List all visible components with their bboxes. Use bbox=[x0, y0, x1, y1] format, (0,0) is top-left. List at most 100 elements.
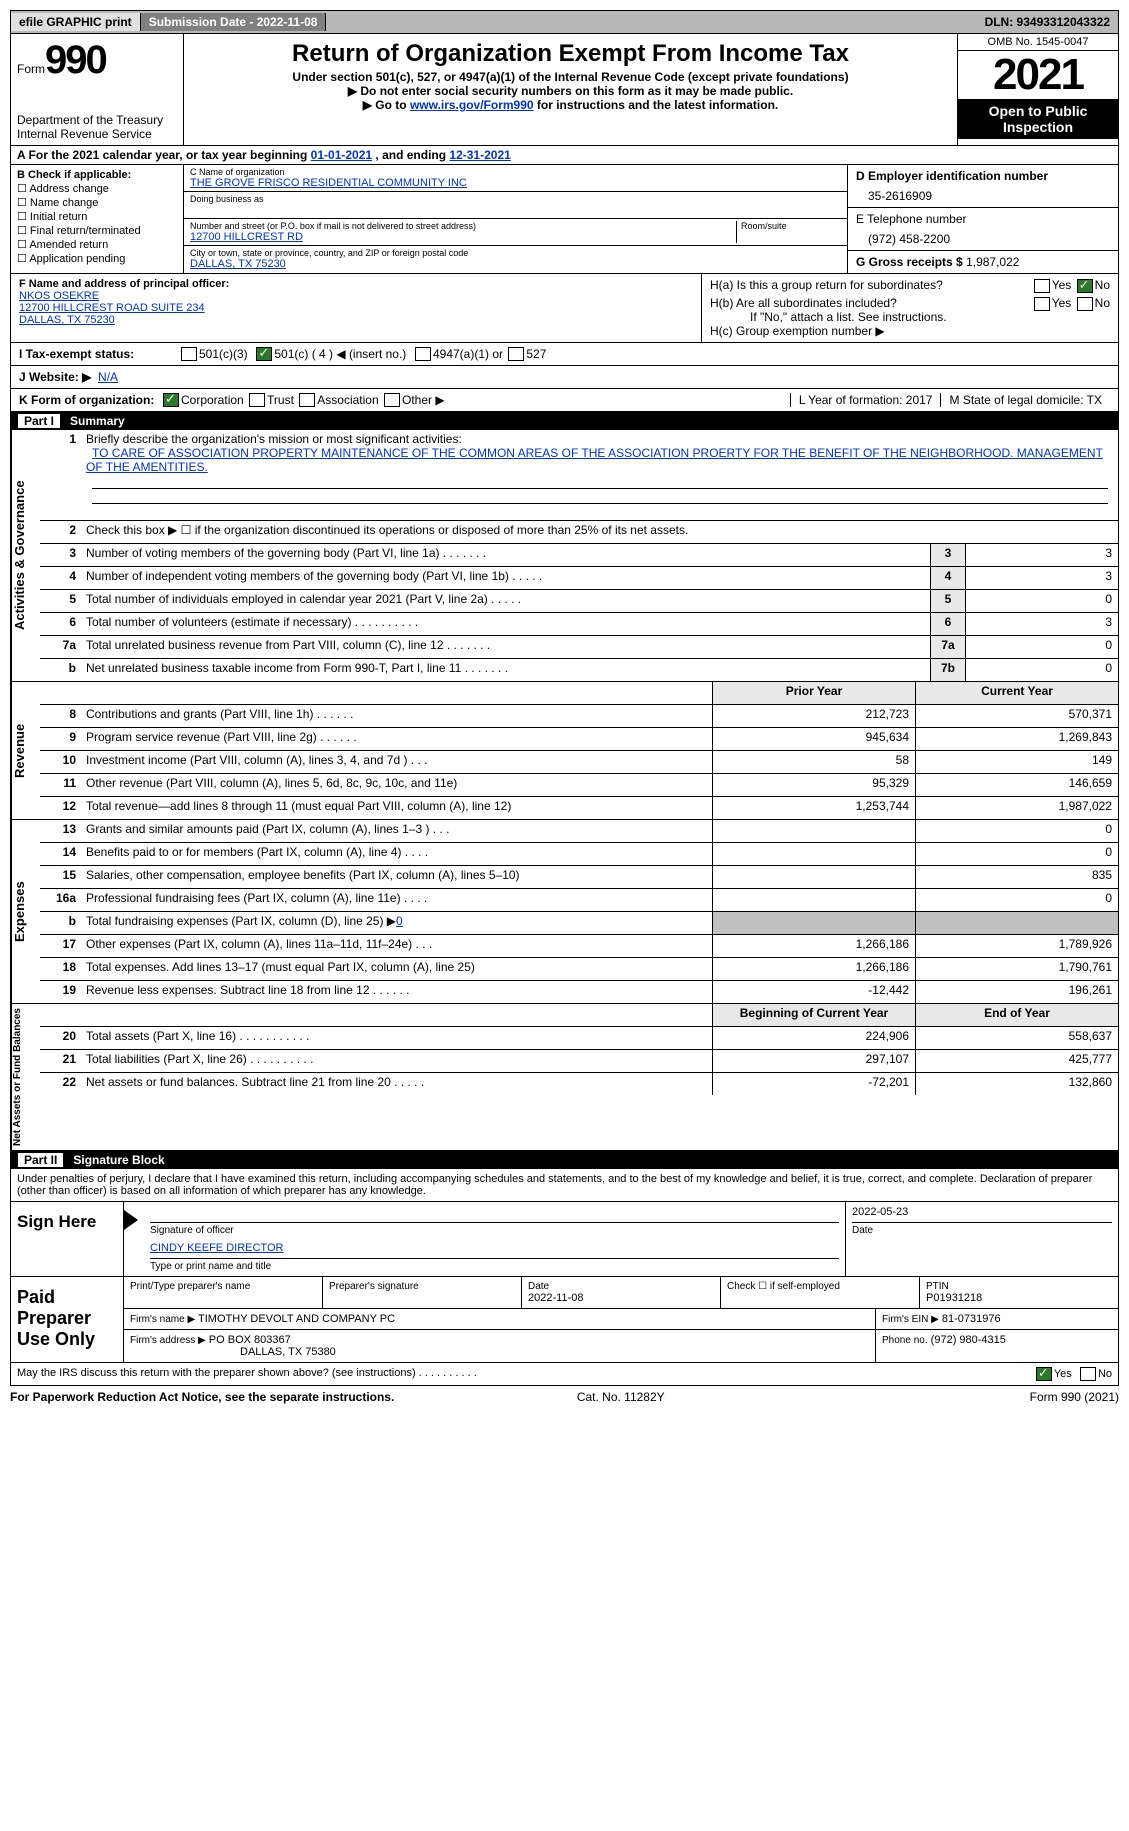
curr-hdr: Current Year bbox=[915, 682, 1118, 704]
c21: 425,777 bbox=[915, 1050, 1118, 1072]
c18: 1,790,761 bbox=[915, 958, 1118, 980]
line7a: Total unrelated business revenue from Pa… bbox=[82, 636, 930, 658]
p13 bbox=[712, 820, 915, 842]
p17: 1,266,186 bbox=[712, 935, 915, 957]
org-name: THE GROVE FRISCO RESIDENTIAL COMMUNITY I… bbox=[190, 177, 841, 189]
line10: Investment income (Part VIII, column (A)… bbox=[82, 751, 712, 773]
p19: -12,442 bbox=[712, 981, 915, 1003]
street-address: 12700 HILLCREST RD bbox=[190, 231, 736, 243]
c8: 570,371 bbox=[915, 705, 1118, 727]
cb-app-pending[interactable]: Application pending bbox=[17, 252, 177, 265]
dba-label: Doing business as bbox=[190, 194, 841, 204]
v16b: 0 bbox=[396, 914, 403, 928]
cb-trust[interactable] bbox=[249, 393, 265, 407]
opt-trust: Trust bbox=[267, 393, 294, 407]
activities-section: Activities & Governance 1 Briefly descri… bbox=[10, 430, 1119, 682]
v3: 3 bbox=[965, 544, 1118, 566]
gross-value: 1,987,022 bbox=[966, 255, 1019, 269]
room-label: Room/suite bbox=[741, 221, 841, 231]
cb-corp[interactable] bbox=[163, 393, 179, 407]
eoy-hdr: End of Year bbox=[915, 1004, 1118, 1026]
c9: 1,269,843 bbox=[915, 728, 1118, 750]
boy-hdr: Beginning of Current Year bbox=[712, 1004, 915, 1026]
paperwork-notice: For Paperwork Reduction Act Notice, see … bbox=[10, 1390, 394, 1404]
irs-link[interactable]: www.irs.gov/Form990 bbox=[410, 98, 534, 112]
form-title: Return of Organization Exempt From Incom… bbox=[192, 40, 949, 68]
opt-501c3: 501(c)(3) bbox=[199, 347, 248, 361]
no-text: No bbox=[1095, 278, 1110, 292]
cb-501c3[interactable] bbox=[181, 347, 197, 361]
pp-name-label: Print/Type preparer's name bbox=[130, 1281, 316, 1292]
netassets-section: Net Assets or Fund Balances Beginning of… bbox=[10, 1004, 1119, 1151]
part2-title: Signature Block bbox=[73, 1153, 164, 1167]
discuss-yes[interactable] bbox=[1036, 1367, 1052, 1381]
v5: 0 bbox=[965, 590, 1118, 612]
tax-year: 2021 bbox=[958, 51, 1118, 99]
firm-addr-label: Firm's address ▶ bbox=[130, 1335, 206, 1346]
p9: 945,634 bbox=[712, 728, 915, 750]
cb-assoc[interactable] bbox=[299, 393, 315, 407]
side-revenue: Revenue bbox=[11, 682, 40, 819]
cb-other[interactable] bbox=[384, 393, 400, 407]
cb-4947[interactable] bbox=[415, 347, 431, 361]
cb-initial-return[interactable]: Initial return bbox=[17, 210, 177, 223]
line7b: Net unrelated business taxable income fr… bbox=[82, 659, 930, 681]
row-k: K Form of organization: Corporation Trus… bbox=[10, 389, 1119, 412]
p16a bbox=[712, 889, 915, 911]
c22: 132,860 bbox=[915, 1073, 1118, 1095]
discuss-no[interactable] bbox=[1080, 1367, 1096, 1381]
cb-501c[interactable] bbox=[256, 347, 272, 361]
part1-header: Part I Summary bbox=[10, 412, 1119, 430]
c16b bbox=[915, 912, 1118, 934]
cb-address-change[interactable]: Address change bbox=[17, 182, 177, 195]
c11: 146,659 bbox=[915, 774, 1118, 796]
p11: 95,329 bbox=[712, 774, 915, 796]
yes-text-2: Yes bbox=[1052, 296, 1072, 310]
line13: Grants and similar amounts paid (Part IX… bbox=[82, 820, 712, 842]
line6: Total number of volunteers (estimate if … bbox=[82, 613, 930, 635]
row-a-text: A For the 2021 calendar year, or tax yea… bbox=[17, 148, 311, 162]
firm-name: TIMOTHY DEVOLT AND COMPANY PC bbox=[198, 1313, 395, 1325]
firm-addr1: PO BOX 803367 bbox=[209, 1334, 291, 1346]
p22: -72,201 bbox=[712, 1073, 915, 1095]
cb-amended[interactable]: Amended return bbox=[17, 238, 177, 251]
p8: 212,723 bbox=[712, 705, 915, 727]
b-header: B Check if applicable: bbox=[17, 169, 177, 181]
form-header: Form990 Department of the Treasury Inter… bbox=[10, 34, 1119, 146]
ha-no[interactable] bbox=[1077, 279, 1093, 293]
cb-final-return[interactable]: Final return/terminated bbox=[17, 224, 177, 237]
hb-no[interactable] bbox=[1077, 297, 1093, 311]
state-domicile: M State of legal domicile: TX bbox=[940, 393, 1110, 407]
cb-527[interactable] bbox=[508, 347, 524, 361]
line5: Total number of individuals employed in … bbox=[82, 590, 930, 612]
line3: Number of voting members of the governin… bbox=[82, 544, 930, 566]
part1-num: Part I bbox=[18, 414, 60, 428]
p18: 1,266,186 bbox=[712, 958, 915, 980]
p16b bbox=[712, 912, 915, 934]
page-footer: For Paperwork Reduction Act Notice, see … bbox=[10, 1386, 1119, 1408]
form-number: 990 bbox=[45, 38, 106, 82]
revenue-section: Revenue Prior YearCurrent Year 8Contribu… bbox=[10, 682, 1119, 820]
firm-ein: 81-0731976 bbox=[942, 1313, 1001, 1325]
c17: 1,789,926 bbox=[915, 935, 1118, 957]
opt-4947: 4947(a)(1) or bbox=[433, 347, 503, 361]
line11: Other revenue (Part VIII, column (A), li… bbox=[82, 774, 712, 796]
discuss-yes-text: Yes bbox=[1054, 1368, 1072, 1380]
ha-yes[interactable] bbox=[1034, 279, 1050, 293]
sig-officer-label: Signature of officer bbox=[150, 1225, 839, 1236]
org-name-label: C Name of organization bbox=[190, 167, 841, 177]
signature-block: Under penalties of perjury, I declare th… bbox=[10, 1169, 1119, 1386]
efile-label[interactable]: efile GRAPHIC print bbox=[11, 13, 141, 31]
officer-printed-name: CINDY KEEFE DIRECTOR bbox=[150, 1242, 283, 1254]
year-formation: L Year of formation: 2017 bbox=[790, 393, 941, 407]
firm-phone-label: Phone no. bbox=[882, 1335, 928, 1346]
hb-yes[interactable] bbox=[1034, 297, 1050, 311]
line8: Contributions and grants (Part VIII, lin… bbox=[82, 705, 712, 727]
hb-note: If "No," attach a list. See instructions… bbox=[710, 310, 1110, 324]
name-title-label: Type or print name and title bbox=[150, 1261, 839, 1272]
year-end: 12-31-2021 bbox=[449, 148, 510, 162]
cb-name-change[interactable]: Name change bbox=[17, 196, 177, 209]
prior-hdr: Prior Year bbox=[712, 682, 915, 704]
tax-status-label: I Tax-exempt status: bbox=[19, 347, 179, 361]
ptin-label: PTIN bbox=[926, 1281, 1112, 1292]
